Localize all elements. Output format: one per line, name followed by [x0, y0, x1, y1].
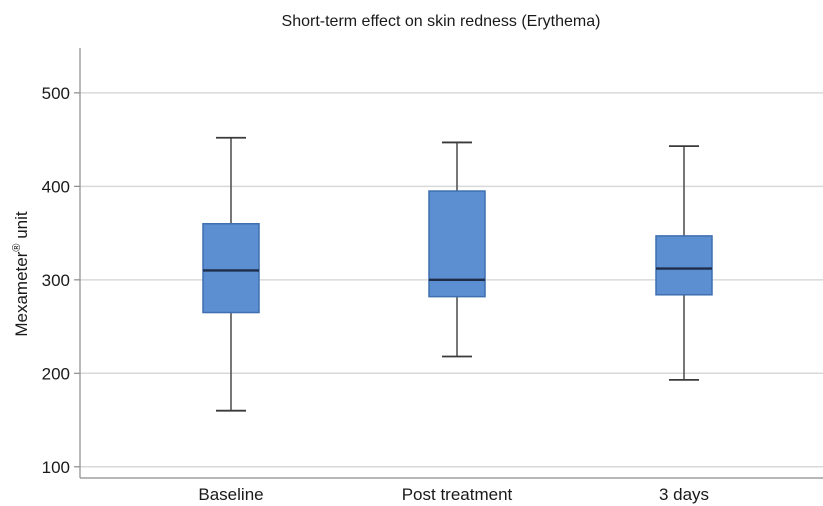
y-axis-label: Mexameter® unit [11, 211, 31, 337]
y-tick-label: 300 [42, 271, 70, 290]
box-group-1 [428, 141, 486, 358]
x-tick-label: Baseline [198, 485, 263, 504]
y-axis-label-main: Mexameter [12, 251, 31, 336]
x-tick-label: 3 days [659, 485, 709, 504]
y-tick-label: 500 [42, 84, 70, 103]
chart-title: Short-term effect on skin redness (Eryth… [282, 13, 601, 30]
y-axis-label-superscript: ® [11, 244, 23, 252]
y-tick-label: 400 [42, 177, 70, 196]
boxes [202, 136, 713, 412]
y-axis-label-suffix: unit [12, 211, 31, 243]
box-group-0 [202, 136, 260, 412]
y-tick-labels: 100 200 300 400 500 [42, 84, 80, 477]
box-group-2 [655, 145, 713, 381]
y-tick-label: 100 [42, 458, 70, 477]
iqr-box [655, 235, 713, 296]
x-tick-label: Post treatment [402, 485, 513, 504]
axes [79, 48, 823, 479]
y-tick-label: 200 [42, 364, 70, 383]
x-tick-labels: Baseline Post treatment 3 days [198, 485, 709, 504]
iqr-box [202, 222, 260, 314]
